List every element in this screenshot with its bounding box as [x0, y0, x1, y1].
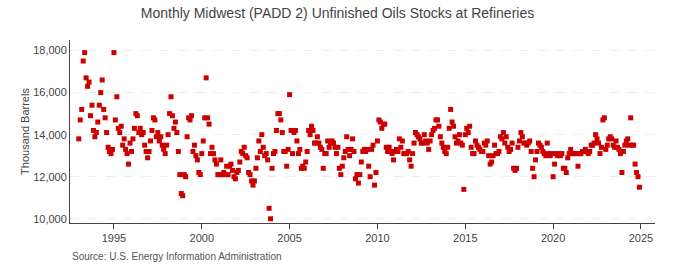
svg-text:2020: 2020 — [541, 232, 565, 244]
svg-text:1995: 1995 — [102, 232, 126, 244]
svg-text:2000: 2000 — [190, 232, 214, 244]
svg-text:16,000: 16,000 — [33, 86, 67, 98]
svg-text:2005: 2005 — [277, 232, 301, 244]
svg-text:Source: U.S. Energy Informatio: Source: U.S. Energy Information Administ… — [72, 251, 282, 262]
svg-text:10,000: 10,000 — [33, 213, 67, 225]
svg-text:12,000: 12,000 — [33, 171, 67, 183]
svg-text:2025: 2025 — [629, 232, 653, 244]
svg-text:2010: 2010 — [365, 232, 389, 244]
svg-text:18,000: 18,000 — [33, 44, 67, 56]
svg-text:Monthly Midwest (PADD 2) Unfin: Monthly Midwest (PADD 2) Unfinished Oils… — [141, 5, 534, 21]
svg-text:Thousand Barrels: Thousand Barrels — [19, 88, 31, 175]
svg-text:14,000: 14,000 — [33, 129, 67, 141]
svg-text:2015: 2015 — [453, 232, 477, 244]
